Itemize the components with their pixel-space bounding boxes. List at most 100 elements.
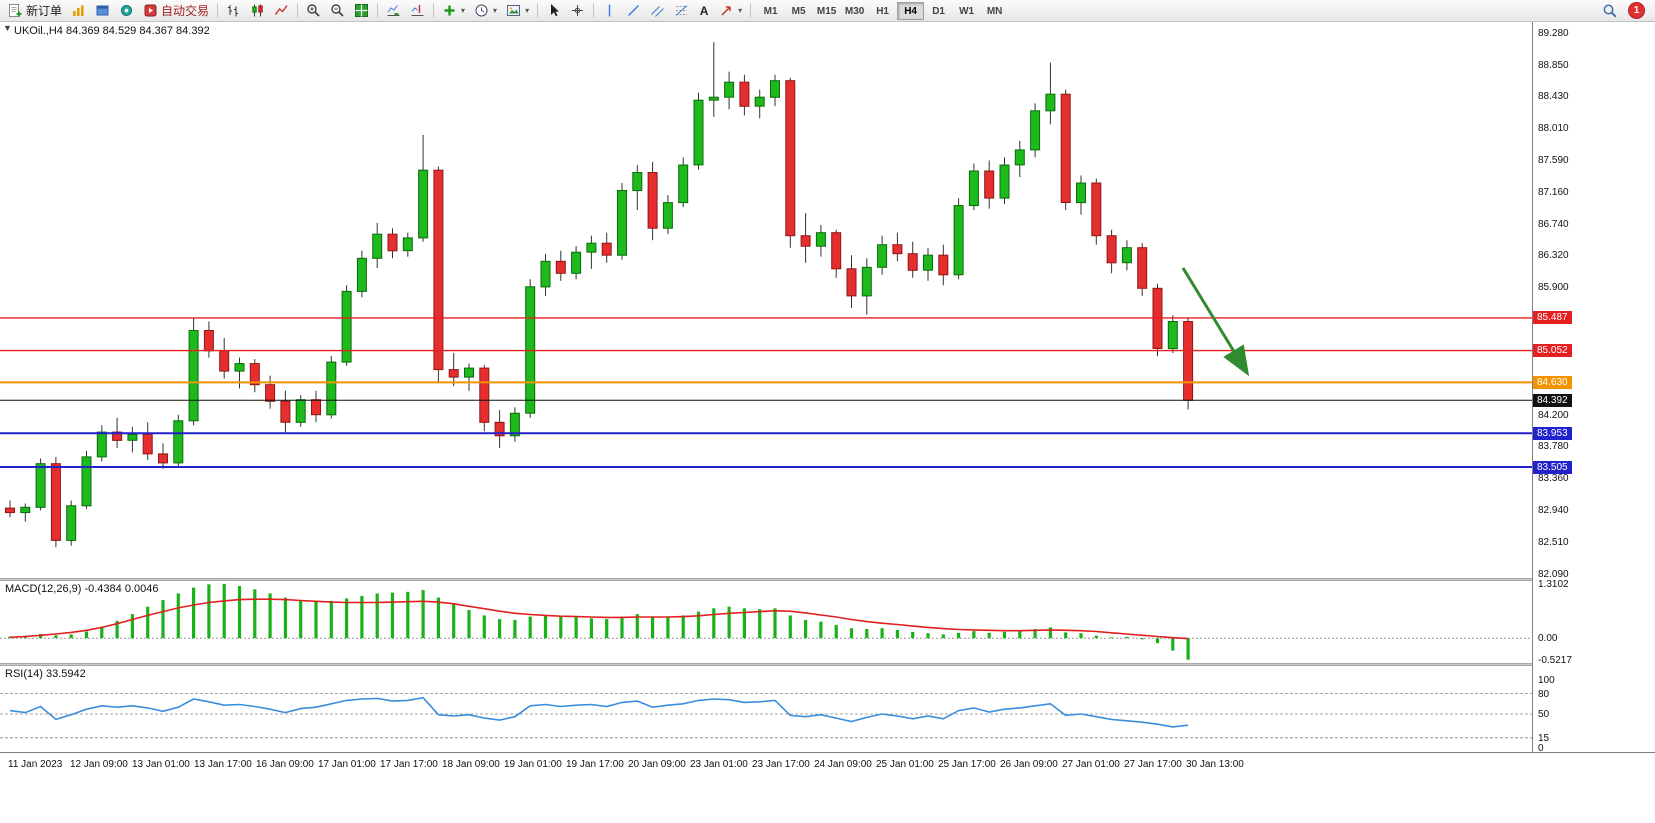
candle-body bbox=[142, 433, 153, 455]
timeframe-button-h1[interactable]: H1 bbox=[869, 2, 896, 20]
candle-body bbox=[923, 254, 933, 271]
candle-body bbox=[800, 235, 811, 247]
candle-body bbox=[846, 268, 857, 297]
time-axis[interactable]: 11 Jan 2023 12 Jan 09:00 13 Jan 01:00 13 Ja… bbox=[0, 752, 1655, 780]
chart-shift-button[interactable] bbox=[406, 1, 429, 21]
trendline-button[interactable] bbox=[622, 1, 645, 21]
tile-windows-icon bbox=[354, 3, 369, 18]
timeframe-button-d1[interactable]: D1 bbox=[925, 2, 952, 20]
bar-chart-button[interactable] bbox=[222, 1, 245, 21]
candle-body bbox=[1014, 149, 1025, 166]
price-axis-tick: 87.160 bbox=[1538, 187, 1569, 198]
auto-scroll-button[interactable] bbox=[382, 1, 405, 21]
candle-body bbox=[433, 169, 444, 371]
candle-body bbox=[387, 233, 398, 252]
panel-splitter[interactable] bbox=[0, 578, 1655, 581]
crosshair-button[interactable] bbox=[566, 1, 589, 21]
candle-body bbox=[127, 433, 138, 441]
text-tool-button[interactable]: A bbox=[694, 1, 714, 21]
periods-button[interactable]: ▾ bbox=[470, 1, 501, 21]
candle-body bbox=[35, 463, 46, 508]
panel-splitter[interactable] bbox=[0, 663, 1655, 666]
line-chart-button[interactable] bbox=[270, 1, 293, 21]
tile-windows-button[interactable] bbox=[350, 1, 373, 21]
macd-header: MACD(12,26,9) -0.4384 0.0046 bbox=[5, 583, 159, 595]
timeframe-button-m15[interactable]: M15 bbox=[813, 2, 840, 20]
rsi-axis-tick: 15 bbox=[1538, 733, 1550, 744]
price-axis-tick: 85.900 bbox=[1538, 282, 1569, 293]
toolbar-separator bbox=[377, 3, 379, 18]
timeframe-button-w1[interactable]: W1 bbox=[953, 2, 980, 20]
candle-body bbox=[892, 244, 903, 255]
chevron-down-icon: ▾ bbox=[493, 6, 498, 15]
price-line-label: 84.392 bbox=[1533, 394, 1572, 407]
candle-body bbox=[158, 453, 168, 464]
candlestick-chart-button[interactable] bbox=[246, 1, 269, 21]
line-chart-icon bbox=[274, 3, 289, 18]
equidistant-channel-button[interactable] bbox=[646, 1, 669, 21]
new-chart-button[interactable] bbox=[67, 1, 90, 21]
candle-body bbox=[968, 170, 979, 207]
new-order-label: 新订单 bbox=[26, 4, 63, 18]
fibonacci-button[interactable] bbox=[670, 1, 693, 21]
rsi-axis-tick: 50 bbox=[1538, 709, 1550, 720]
price-axis-tick: 88.430 bbox=[1538, 91, 1569, 102]
autotrading-label: 自动交易 bbox=[161, 4, 210, 18]
crosshair-icon bbox=[570, 3, 585, 18]
zoom-in-icon bbox=[306, 3, 321, 18]
arrow-tool-icon bbox=[719, 3, 734, 18]
price-axis-tick: 82.510 bbox=[1538, 537, 1569, 548]
candle-body bbox=[1121, 247, 1132, 264]
macd-canvas[interactable] bbox=[0, 581, 1532, 663]
candle-body bbox=[112, 431, 123, 441]
autotrading-button[interactable]: 自动交易 bbox=[139, 1, 213, 21]
cursor-button[interactable] bbox=[542, 1, 565, 21]
candlestick-icon bbox=[250, 3, 265, 18]
time-axis-label: 12 Jan 09:00 bbox=[70, 759, 128, 770]
arrows-tool-button[interactable]: ▾ bbox=[715, 1, 746, 21]
candle-body bbox=[724, 81, 735, 98]
chevron-down-icon: ▾ bbox=[525, 6, 530, 15]
candle-body bbox=[540, 260, 551, 288]
auto-scroll-icon bbox=[386, 3, 401, 18]
clock-icon bbox=[474, 3, 489, 18]
templates-button[interactable]: ▾ bbox=[502, 1, 533, 21]
new-order-button[interactable]: 新订单 bbox=[4, 1, 66, 21]
vertical-line-button[interactable] bbox=[598, 1, 621, 21]
timeframe-button-m5[interactable]: M5 bbox=[785, 2, 812, 20]
zoom-out-button[interactable] bbox=[326, 1, 349, 21]
trend-arrow-annotation[interactable] bbox=[1181, 267, 1250, 377]
one-click-trading-toggle[interactable]: ▼ bbox=[3, 23, 12, 33]
zoom-in-button[interactable] bbox=[302, 1, 325, 21]
rsi-header: RSI(14) 33.5942 bbox=[5, 668, 86, 680]
candle-body bbox=[693, 99, 704, 166]
price-axis-tick: 86.740 bbox=[1538, 219, 1569, 230]
timeframe-button-h4[interactable]: H4 bbox=[897, 1, 925, 20]
candle-body bbox=[907, 253, 918, 271]
price-axis-tick: 88.850 bbox=[1538, 60, 1569, 71]
candle-body bbox=[326, 361, 337, 416]
price-lines-layer bbox=[0, 317, 1532, 468]
candle-body bbox=[754, 96, 765, 107]
rsi-canvas[interactable] bbox=[0, 666, 1532, 752]
main-chart-canvas[interactable] bbox=[0, 22, 1532, 578]
timeframe-button-m1[interactable]: M1 bbox=[757, 2, 784, 20]
timeframe-button-mn[interactable]: MN bbox=[981, 2, 1008, 20]
rsi-axis-tick: 0 bbox=[1538, 743, 1544, 754]
text-tool-label: A bbox=[699, 3, 709, 18]
timeframe-button-m30[interactable]: M30 bbox=[841, 2, 868, 20]
candle-body bbox=[739, 81, 750, 107]
candle-body bbox=[1167, 321, 1178, 350]
notification-badge[interactable]: 1 bbox=[1628, 2, 1645, 19]
candle-body bbox=[249, 363, 260, 386]
indicators-button[interactable]: ▾ bbox=[438, 1, 469, 21]
search-button[interactable] bbox=[1598, 1, 1622, 21]
candle-body bbox=[356, 257, 367, 292]
candle-body bbox=[20, 506, 31, 514]
vertical-line-icon bbox=[602, 3, 617, 18]
market-watch-button[interactable] bbox=[115, 1, 138, 21]
candle-body bbox=[188, 330, 199, 422]
profiles-button[interactable] bbox=[91, 1, 114, 21]
price-axis[interactable]: 89.280 88.850 88.430 88.010 87.590 87.160 86.7… bbox=[1533, 22, 1655, 754]
toolbar-separator bbox=[433, 3, 435, 18]
